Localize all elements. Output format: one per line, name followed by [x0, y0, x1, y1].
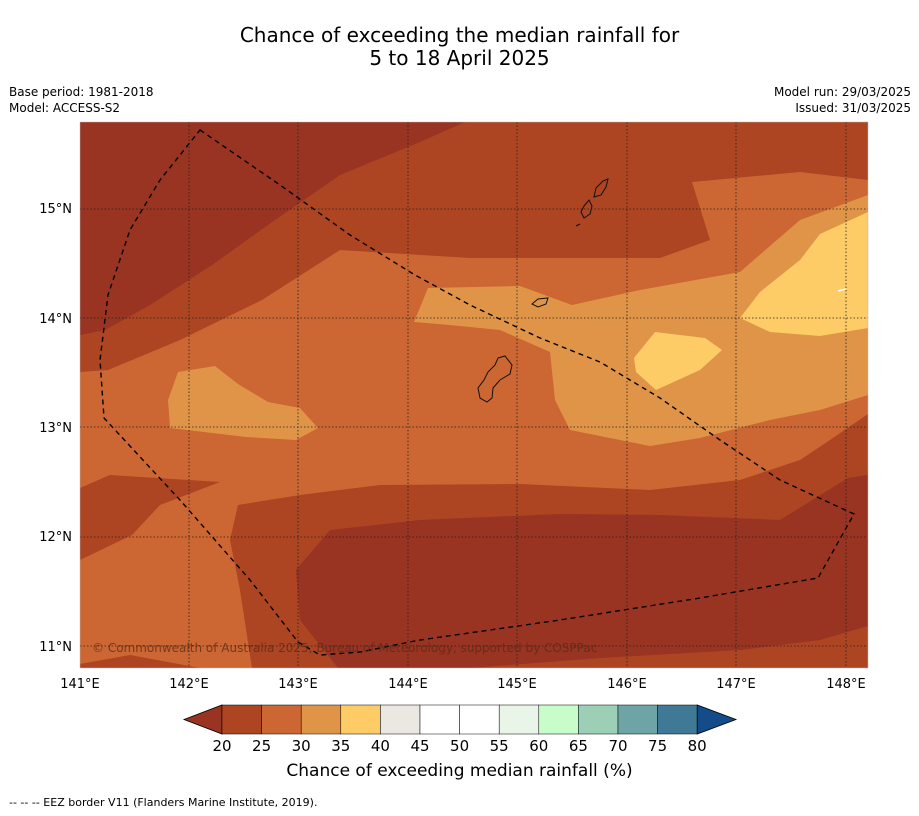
- lat-label-12n: 12°N: [39, 530, 72, 545]
- zone-40-45-northeast: [740, 212, 868, 336]
- latitude-labels: 15°N 14°N 13°N 12°N 11°N: [39, 202, 72, 655]
- lat-label-15n: 15°N: [39, 202, 72, 217]
- island-tinian: [580, 199, 593, 219]
- zone-below-25-northwest: [80, 122, 465, 335]
- map-frame: [79, 121, 869, 669]
- map-title-line-1: Chance of exceeding the median rainfall …: [239, 23, 680, 47]
- zone-40-45-central: [634, 332, 722, 390]
- lon-label-146e: 146°E: [607, 677, 647, 692]
- island-aguijan: [575, 223, 581, 227]
- lon-label-144e: 144°E: [388, 677, 428, 692]
- colorbar-segment: [578, 704, 619, 735]
- colorbar-segment: [538, 704, 579, 735]
- island-guam: [477, 355, 513, 403]
- longitude-labels: 141°E 142°E 143°E 144°E 145°E 146°E 147°…: [60, 677, 866, 692]
- colorbar-tick-label: 35: [331, 737, 350, 755]
- colorbar-segment: [261, 704, 302, 735]
- colorbar-segment: [657, 704, 698, 735]
- island-rota: [531, 297, 549, 308]
- colorbar-under-arrow: [182, 704, 223, 735]
- lon-label-145e: 145°E: [497, 677, 537, 692]
- island-east-islet: [837, 288, 847, 292]
- lat-label-11n: 11°N: [39, 640, 72, 655]
- colorbar-segment: [340, 704, 381, 735]
- eez-footnote: -- -- -- EEZ border V11 (Flanders Marine…: [9, 796, 318, 809]
- colorbar-tick-label: 60: [529, 737, 548, 755]
- lat-label-14n: 14°N: [39, 312, 72, 327]
- colorbar-segment: [419, 704, 460, 735]
- zone-25-30-west: [80, 475, 220, 560]
- colorbar-segment: [498, 704, 540, 735]
- model-text: Model: ACCESS-S2: [9, 101, 121, 115]
- colorbar-segment: [459, 704, 500, 735]
- colorbar-tick-label: 70: [608, 737, 627, 755]
- colorbar: 20 25 30 35 40 45 50 55 60 65 70 75 80: [182, 704, 738, 755]
- colorbar-tick-label: 80: [688, 737, 707, 755]
- lon-label-143e: 143°E: [278, 677, 318, 692]
- lon-label-148e: 148°E: [826, 677, 866, 692]
- colorbar-tick-label: 65: [569, 737, 588, 755]
- colorbar-tick-label: 55: [490, 737, 509, 755]
- colorbar-tick-label: 45: [410, 737, 429, 755]
- colorbar-tick-label: 75: [648, 737, 667, 755]
- colorbar-tick-label: 25: [252, 737, 271, 755]
- colorbar-segment: [221, 704, 262, 735]
- issued-text: Issued: 31/03/2025: [795, 101, 911, 115]
- colorbar-title: Chance of exceeding median rainfall (%): [286, 761, 633, 781]
- colorbar-tick-label: 40: [371, 737, 390, 755]
- rainfall-map-area: [80, 122, 868, 668]
- colorbar-segment: [380, 704, 421, 735]
- island-saipan: [593, 178, 609, 198]
- colorbar-tick-label: 30: [292, 737, 311, 755]
- colorbar-tick-label: 20: [212, 737, 231, 755]
- zone-below-25-south: [296, 475, 868, 668]
- model-run-text: Model run: 29/03/2025: [773, 85, 911, 99]
- lon-label-141e: 141°E: [60, 677, 100, 692]
- lon-label-142e: 142°E: [169, 677, 209, 692]
- lon-label-147e: 147°E: [716, 677, 756, 692]
- zone-35-40-east: [414, 195, 868, 446]
- graticule-lines: [80, 122, 868, 668]
- zone-25-30-southwest-corner: [80, 655, 200, 668]
- eez-border: [99, 129, 855, 656]
- map-title-line-2: 5 to 18 April 2025: [369, 46, 550, 70]
- base-period-text: Base period: 1981-2018: [9, 85, 154, 99]
- colorbar-segment: [300, 704, 342, 735]
- colorbar-tick-label: 50: [450, 737, 469, 755]
- colorbar-segment: [617, 704, 658, 735]
- island-outlines: [477, 178, 847, 403]
- copyright-text: © Commonwealth of Australia 2025, Bureau…: [92, 641, 598, 655]
- zone-35-40-west: [168, 366, 318, 440]
- lat-label-13n: 13°N: [39, 421, 72, 436]
- colorbar-over-arrow: [696, 704, 738, 735]
